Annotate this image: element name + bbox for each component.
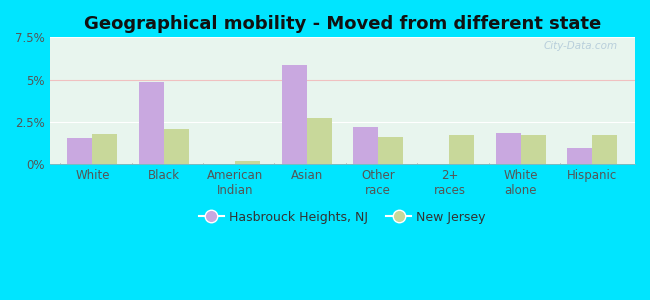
Bar: [139, 82, 164, 164]
Bar: [164, 129, 188, 164]
Bar: [307, 118, 332, 164]
Bar: [281, 65, 307, 164]
Bar: [68, 138, 92, 164]
Bar: [449, 135, 474, 164]
Legend: Hasbrouck Heights, NJ, New Jersey: Hasbrouck Heights, NJ, New Jersey: [194, 206, 491, 229]
Text: City-Data.com: City-Data.com: [543, 41, 618, 51]
Title: Geographical mobility - Moved from different state: Geographical mobility - Moved from diffe…: [84, 15, 601, 33]
Bar: [378, 137, 403, 164]
Bar: [567, 148, 592, 164]
Bar: [92, 134, 118, 164]
Bar: [235, 161, 260, 164]
Bar: [592, 135, 617, 164]
Bar: [521, 135, 546, 164]
Bar: [353, 127, 378, 164]
Bar: [496, 133, 521, 164]
